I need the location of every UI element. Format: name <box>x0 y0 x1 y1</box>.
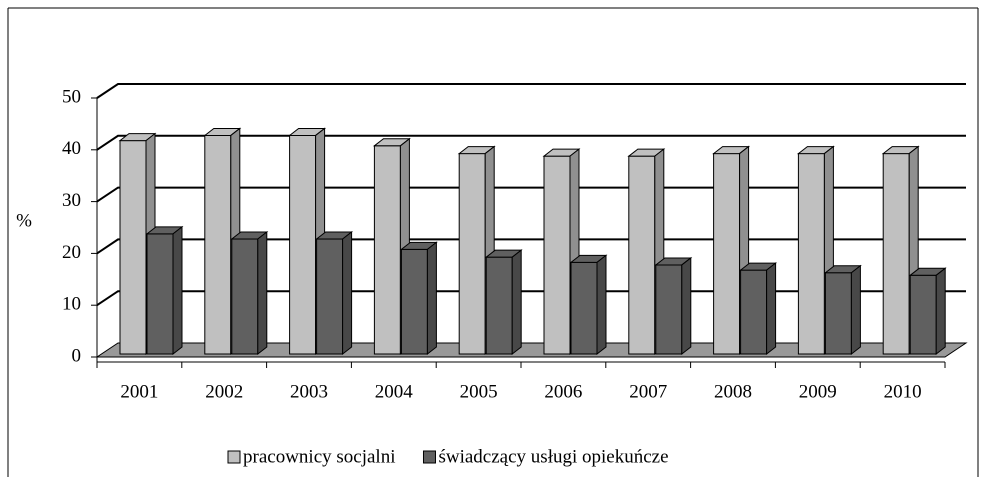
bar-front <box>373 145 401 355</box>
bar-side <box>511 249 522 356</box>
legend-label: pracownicy socjalni <box>243 446 395 467</box>
bar <box>145 225 184 356</box>
bar <box>739 262 778 356</box>
bar-front <box>543 155 571 355</box>
bar-side <box>935 267 946 356</box>
bar <box>484 249 523 356</box>
bar-front <box>119 140 147 355</box>
bar-front <box>485 256 513 355</box>
bar <box>627 148 666 356</box>
bar-front <box>204 134 232 355</box>
x-tick-label: 2004 <box>375 381 414 402</box>
legend-swatch <box>227 450 241 464</box>
bar-side <box>596 254 607 356</box>
bar-front <box>570 261 598 355</box>
bar <box>315 231 354 356</box>
bar-front <box>882 153 910 355</box>
bar-side <box>850 264 861 356</box>
bar-side <box>681 256 692 356</box>
bar-front <box>628 155 656 355</box>
bar <box>569 254 608 356</box>
x-tick-label: 2005 <box>460 381 498 402</box>
bar-side <box>766 262 777 356</box>
x-tick-label: 2008 <box>714 381 752 402</box>
x-tick-label: 2007 <box>629 381 667 402</box>
x-tick-label: 2006 <box>544 381 582 402</box>
bar <box>712 145 751 356</box>
x-tick-label: 2009 <box>799 381 837 402</box>
bar-side <box>342 231 353 356</box>
bar-side <box>257 231 268 356</box>
bar <box>399 241 438 356</box>
bar-front <box>146 233 174 355</box>
bar-side <box>426 241 437 356</box>
x-tick-label: 2002 <box>205 381 243 402</box>
bar-front <box>740 269 768 355</box>
y-axis-label: % <box>16 210 32 231</box>
legend-label: świadczący usługi opiekuńcze <box>438 446 668 467</box>
bar-front <box>400 248 428 355</box>
bar <box>457 145 496 356</box>
bar <box>654 256 693 356</box>
bar-front <box>316 238 344 355</box>
bar-front <box>231 238 259 355</box>
bar-front <box>909 274 937 355</box>
grid-line <box>96 134 966 151</box>
y-tick-label: 30 <box>62 190 81 211</box>
y-tick-label: 20 <box>62 242 81 263</box>
y-tick-label: 50 <box>62 86 81 107</box>
bar-front <box>289 134 317 355</box>
bar-front <box>458 153 486 355</box>
bar <box>372 137 411 356</box>
bar-front <box>797 153 825 355</box>
grid-line <box>96 238 966 255</box>
y-tick-label: 10 <box>62 294 81 315</box>
bar-side <box>172 225 183 356</box>
bar <box>230 231 269 356</box>
legend-swatch <box>422 450 436 464</box>
bar <box>823 264 862 356</box>
y-tick-label: 0 <box>72 345 82 366</box>
bar-front <box>655 264 683 355</box>
bar-front <box>713 153 741 355</box>
x-tick-label: 2010 <box>884 381 922 402</box>
grid-line <box>96 83 966 99</box>
y-tick-label: 40 <box>62 138 81 159</box>
x-tick-label: 2001 <box>120 381 158 402</box>
bar <box>908 267 947 356</box>
bar-front <box>824 272 852 355</box>
grid-line <box>96 186 966 203</box>
x-tick-label: 2003 <box>290 381 328 402</box>
